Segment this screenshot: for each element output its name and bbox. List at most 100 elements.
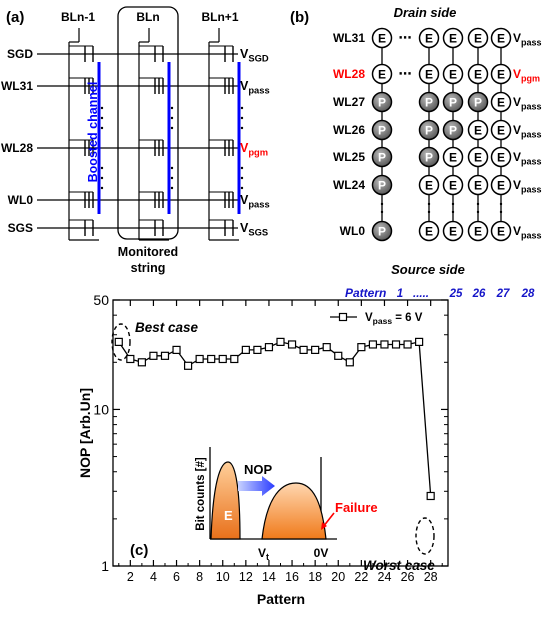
row-voltage: VSGS xyxy=(240,221,268,238)
legend-label: Vpass = 6 V xyxy=(365,312,423,326)
nop-point xyxy=(334,351,343,360)
row-voltage: Vpass xyxy=(240,79,270,96)
ellipsis-dot xyxy=(380,210,384,214)
nop-point xyxy=(299,345,308,355)
programmed-cell-label: P xyxy=(425,96,433,110)
failure-label: Failure xyxy=(335,500,378,515)
erased-cell xyxy=(467,63,489,85)
y-tick-label: 50 xyxy=(93,292,109,308)
row-label: SGS xyxy=(8,221,33,235)
bitline-label: BLn xyxy=(136,10,159,24)
pattern-value: 1 xyxy=(397,288,403,300)
inset-y-label: Bit counts [#] xyxy=(195,457,207,531)
row-label: WL28 xyxy=(1,141,33,155)
erased-cell xyxy=(371,63,393,85)
pattern-row-voltage-main: V xyxy=(513,31,521,45)
ellipsis-dot xyxy=(100,126,104,130)
pattern-row-label: WL24 xyxy=(333,178,365,192)
erased-cell-label: E xyxy=(449,68,457,82)
erased-cell xyxy=(442,146,464,168)
programmed-cell-label: P xyxy=(449,124,457,138)
row-voltage-main: V xyxy=(240,47,249,61)
x-tick-label: 22 xyxy=(354,570,368,584)
programmed-cell-label: P xyxy=(378,151,386,165)
pattern-row-voltage-main: V xyxy=(513,224,521,238)
row-label: WL0 xyxy=(8,193,34,207)
nop-point xyxy=(137,358,146,367)
row-voltage: Vpass xyxy=(240,193,270,210)
ellipsis-dot xyxy=(499,210,503,214)
nop-point xyxy=(391,340,401,349)
nop-point xyxy=(114,337,123,346)
nop-point xyxy=(357,343,366,352)
pattern-row-voltage-sub: pass xyxy=(521,102,542,112)
erased-cell-label: E xyxy=(425,225,433,239)
row-voltage-sub: SGS xyxy=(248,228,268,238)
row-voltage-sub: pass xyxy=(248,200,269,210)
ellipsis-dot xyxy=(499,202,503,206)
ellipsis-dot xyxy=(240,166,244,170)
erased-cell-label: E xyxy=(497,225,505,239)
best-case-label: Best case xyxy=(135,320,199,335)
boosted-channel-label: Boosted channel xyxy=(86,82,100,183)
nop-line xyxy=(118,341,432,497)
erased-cell xyxy=(442,27,464,49)
programmed-cell xyxy=(371,146,393,168)
erased-cell-label: E xyxy=(497,32,505,46)
nop-point xyxy=(368,340,378,349)
erased-cell xyxy=(467,119,489,141)
nop-label: NOP xyxy=(244,462,273,477)
ellipsis-dot xyxy=(476,210,480,214)
erased-cell-label: E xyxy=(497,151,505,165)
row-voltage-sub: SGD xyxy=(248,54,269,64)
nop-point xyxy=(426,491,435,501)
ellipsis-dot xyxy=(170,106,174,110)
erased-label: E xyxy=(224,508,233,523)
x-tick-label: 10 xyxy=(216,570,230,584)
legend-marker xyxy=(338,312,348,322)
erased-cell-label: E xyxy=(474,225,482,239)
erased-cell xyxy=(467,146,489,168)
pattern-row-label: WL25 xyxy=(333,150,365,164)
nop-point xyxy=(160,351,170,360)
bitline-labels: BLn-1 BLn BLn+1 xyxy=(61,10,239,24)
programmed-cell-label: P xyxy=(378,96,386,110)
pattern-row-voltage-main: V xyxy=(513,123,521,137)
x-tick-label: 12 xyxy=(239,570,253,584)
programmed-cell-label: P xyxy=(425,151,433,165)
row-label: SGD xyxy=(7,47,33,61)
ellipsis-dot xyxy=(380,202,384,206)
schematic-wires xyxy=(37,28,244,241)
erased-cell-label: E xyxy=(474,68,482,82)
ellipsis-dot xyxy=(451,210,455,214)
zero-volt-label: 0V xyxy=(314,546,329,560)
erased-cell-label: E xyxy=(449,151,457,165)
row-labels: SGD WL31 WL28 WL0 SGS xyxy=(1,47,33,235)
erased-cell xyxy=(490,27,512,49)
pattern-row-voltage-sub: pass xyxy=(521,130,542,140)
ellipsis-dot xyxy=(170,176,174,180)
erased-cell-label: E xyxy=(449,179,457,193)
pattern-row-label: WL28 xyxy=(333,67,365,81)
ellipsis-dot xyxy=(240,186,244,190)
panel-c-label: (c) xyxy=(130,542,148,559)
x-tick-label: 26 xyxy=(401,570,415,584)
erased-cell-label: E xyxy=(497,179,505,193)
ellipsis-dot xyxy=(240,106,244,110)
programmed-distribution xyxy=(261,482,327,540)
pattern-row-voltage-main: V xyxy=(513,150,521,164)
pattern-label: Pattern xyxy=(345,286,386,300)
monitored-label-line2: string xyxy=(131,261,166,275)
nop-series xyxy=(114,337,435,501)
erased-cell-label: E xyxy=(449,225,457,239)
nop-point xyxy=(207,354,216,364)
programmed-cell-label: P xyxy=(378,179,386,193)
erased-cell-label: E xyxy=(425,68,433,82)
programmed-cell xyxy=(467,91,489,113)
erased-cell-label: E xyxy=(497,68,505,82)
ellipsis-dot xyxy=(240,176,244,180)
y-tick-label: 10 xyxy=(93,401,109,417)
